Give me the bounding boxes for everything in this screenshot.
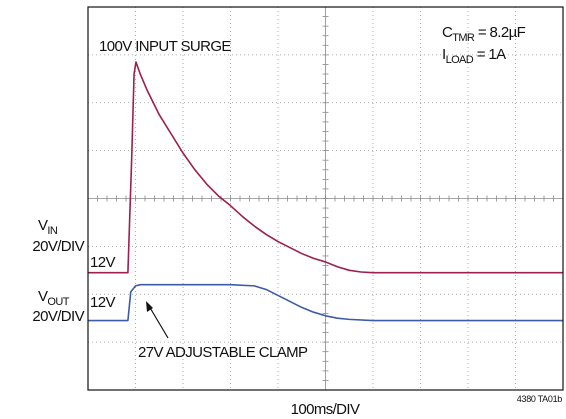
vin-scale: 20V/DIV [32,238,84,255]
vin-level: 12V [90,254,115,271]
traces [88,61,563,322]
c-tmr-rest: = 8.2µF [474,24,525,41]
vout-label: VOUT [38,288,70,308]
clamp-label: 27V ADJUSTABLE CLAMP [138,344,308,361]
i-load-rest: = 1A [473,46,506,63]
i-load-main: I [442,46,446,63]
c-tmr-sub: TMR [452,32,475,44]
time-scale: 100ms/DIV [291,401,360,418]
c-tmr-main: C [442,24,453,41]
clamp-arrow-head [146,301,153,312]
i-load-sub: LOAD [446,54,474,66]
vout-level: 12V [90,294,115,311]
trace [88,61,563,274]
c-tmr-label: CTMR = 8.2µF [442,24,526,44]
vout-scale: 20V/DIV [32,308,84,325]
figure-id: 4380 TA01b [517,394,563,404]
clamp-arrow-line [148,305,169,339]
plot-frame [87,6,564,391]
i-load-label: ILOAD = 1A [442,46,506,66]
grid [88,7,563,390]
vout-sub: OUT [47,296,69,308]
vout-main: V [38,288,48,305]
vin-main: V [38,217,48,234]
vin-sub: IN [47,225,57,237]
surge-label: 100V INPUT SURGE [99,38,231,55]
vin-label: VIN [38,217,58,237]
trace [88,283,563,322]
